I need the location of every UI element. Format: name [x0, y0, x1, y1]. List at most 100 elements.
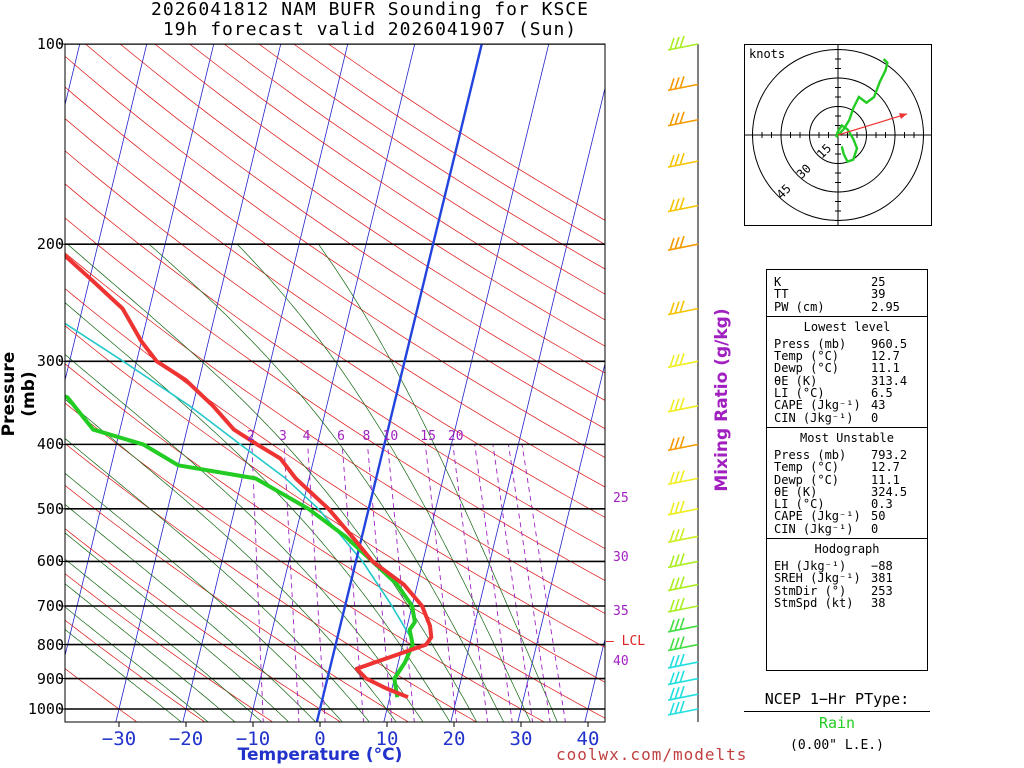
storm-motion-vector [837, 113, 908, 136]
index-row: CAPE (Jkg⁻¹) 43 [774, 398, 886, 413]
pressure-tick-label: 1000 [27, 700, 64, 718]
hodograph-units: knots [749, 47, 786, 61]
x-axis-label: Temperature (°C) [237, 745, 403, 765]
temperature-trace [65, 253, 434, 700]
dry-adiabat [188, 44, 605, 321]
mixing-ratio-tick: 2 [246, 429, 255, 444]
most-unstable-title: Most Unstable [800, 430, 894, 445]
index-row: Press (mb) 793.2 [774, 447, 908, 462]
moist-adiabat [65, 398, 397, 722]
temp-tick-label: 0 [314, 728, 326, 750]
temp-tick-label: 30 [509, 728, 533, 750]
isotherm [383, 44, 550, 722]
mixing-ratio-tick: 30 [613, 550, 629, 565]
dry-adiabat [65, 528, 342, 722]
isotherm [65, 44, 148, 382]
wind-barb [667, 235, 699, 251]
ptype-value: Rain [818, 714, 856, 732]
dry-adiabat [65, 183, 605, 550]
isotherm [450, 86, 605, 722]
mixing-ratio-line [474, 444, 513, 722]
moist-adiabat [65, 532, 290, 722]
isotherm [249, 44, 416, 722]
moist-adiabat [65, 583, 236, 722]
wind-barb [667, 397, 699, 413]
dry-adiabat [65, 217, 605, 581]
mixing-ratio-line [492, 444, 534, 722]
moist-adiabat [148, 243, 505, 722]
hodograph-ring-label: 30 [794, 161, 814, 181]
dry-adiabat [65, 402, 545, 722]
hodograph-ring-label: 45 [774, 181, 794, 201]
index-row: LI (°C) 0.3 [774, 497, 893, 512]
moist-adiabat [65, 302, 451, 722]
moist-adiabat [65, 628, 182, 722]
dry-adiabat [154, 44, 605, 347]
dry-adiabat [84, 44, 605, 401]
dry-adiabat [65, 86, 605, 458]
dry-adiabat [65, 118, 605, 488]
pw-row: PW (cm) 2.95 [774, 299, 900, 314]
dry-adiabat [65, 484, 410, 722]
wind-barb [667, 597, 699, 613]
moist-adiabat [65, 438, 370, 722]
index-row: CIN (Jkg⁻¹) 0 [774, 521, 879, 536]
lcl-label: — LCL [606, 634, 646, 649]
mixing-ratio-line [387, 444, 415, 722]
temp-tick-label: 40 [576, 728, 600, 750]
pressure-tick-label: 400 [36, 435, 64, 454]
pressure-tick-label: 700 [36, 596, 64, 615]
pressure-tick-label: 100 [36, 35, 64, 53]
moist-adiabat [237, 243, 531, 722]
temp-tick-label: 20 [442, 728, 466, 750]
mixing-ratio-line [452, 444, 489, 722]
wind-barb [667, 576, 699, 592]
temp-tick-label: −10 [235, 728, 271, 750]
dry-adiabat [65, 150, 605, 518]
temp-tick-label: −30 [101, 728, 137, 750]
dry-adiabat [119, 44, 605, 374]
pressure-tick-label: 900 [36, 669, 64, 688]
hodograph-trace [834, 58, 889, 164]
storm-motion-arrowhead [899, 113, 908, 120]
wind-barb [667, 300, 699, 316]
moist-adiabat [65, 606, 209, 722]
pressure-tick-label: 200 [36, 235, 64, 254]
mixing-ratio-line [424, 444, 458, 722]
index-row: CAPE (Jkg⁻¹) 50 [774, 509, 886, 524]
index-row: Dewp (°C) 11.1 [774, 361, 900, 376]
moist-adiabat [65, 472, 343, 722]
mixing-ratio-tick: 20 [447, 429, 464, 444]
wind-barb [667, 670, 699, 686]
mixing-ratio-tick: 3 [279, 429, 287, 444]
mixing-ratio-tick: 10 [382, 429, 399, 444]
wind-barb [667, 528, 699, 544]
isotherm [182, 44, 349, 722]
mixing-ratio-line [251, 444, 264, 722]
temp-tick-label: 10 [375, 728, 399, 750]
pressure-tick-label: 300 [36, 352, 64, 371]
index-row: Temp (°C) 12.7 [774, 460, 900, 475]
dry-adiabat [65, 55, 605, 430]
hodograph-title: Hodograph [814, 542, 880, 557]
wind-barb [667, 553, 699, 569]
dewpoint-trace [65, 394, 417, 698]
moist-adiabat [318, 243, 558, 722]
dry-adiabat [65, 443, 477, 722]
index-row: θE (K) 324.5 [774, 484, 908, 499]
wind-barb [667, 353, 699, 369]
wind-barb [667, 685, 699, 701]
dry-adiabat [65, 363, 605, 719]
index-row: SREH (Jkg⁻¹) 381 [774, 571, 893, 586]
mixing-ratio-line [283, 444, 300, 722]
dry-adiabat [65, 325, 605, 683]
ptype-divider [744, 711, 930, 712]
dry-adiabat [65, 288, 605, 648]
mixing-ratio-line [508, 444, 551, 722]
indices-panel: K 25 TT 39 PW (cm) 2.95 Lowest level Press … [766, 269, 928, 671]
mixing-ratio-tick: 15 [420, 429, 436, 444]
freezing-isotherm [315, 44, 483, 722]
index-row: Press (mb) 960.5 [774, 336, 908, 351]
index-row: θE (K) 313.4 [774, 373, 908, 388]
